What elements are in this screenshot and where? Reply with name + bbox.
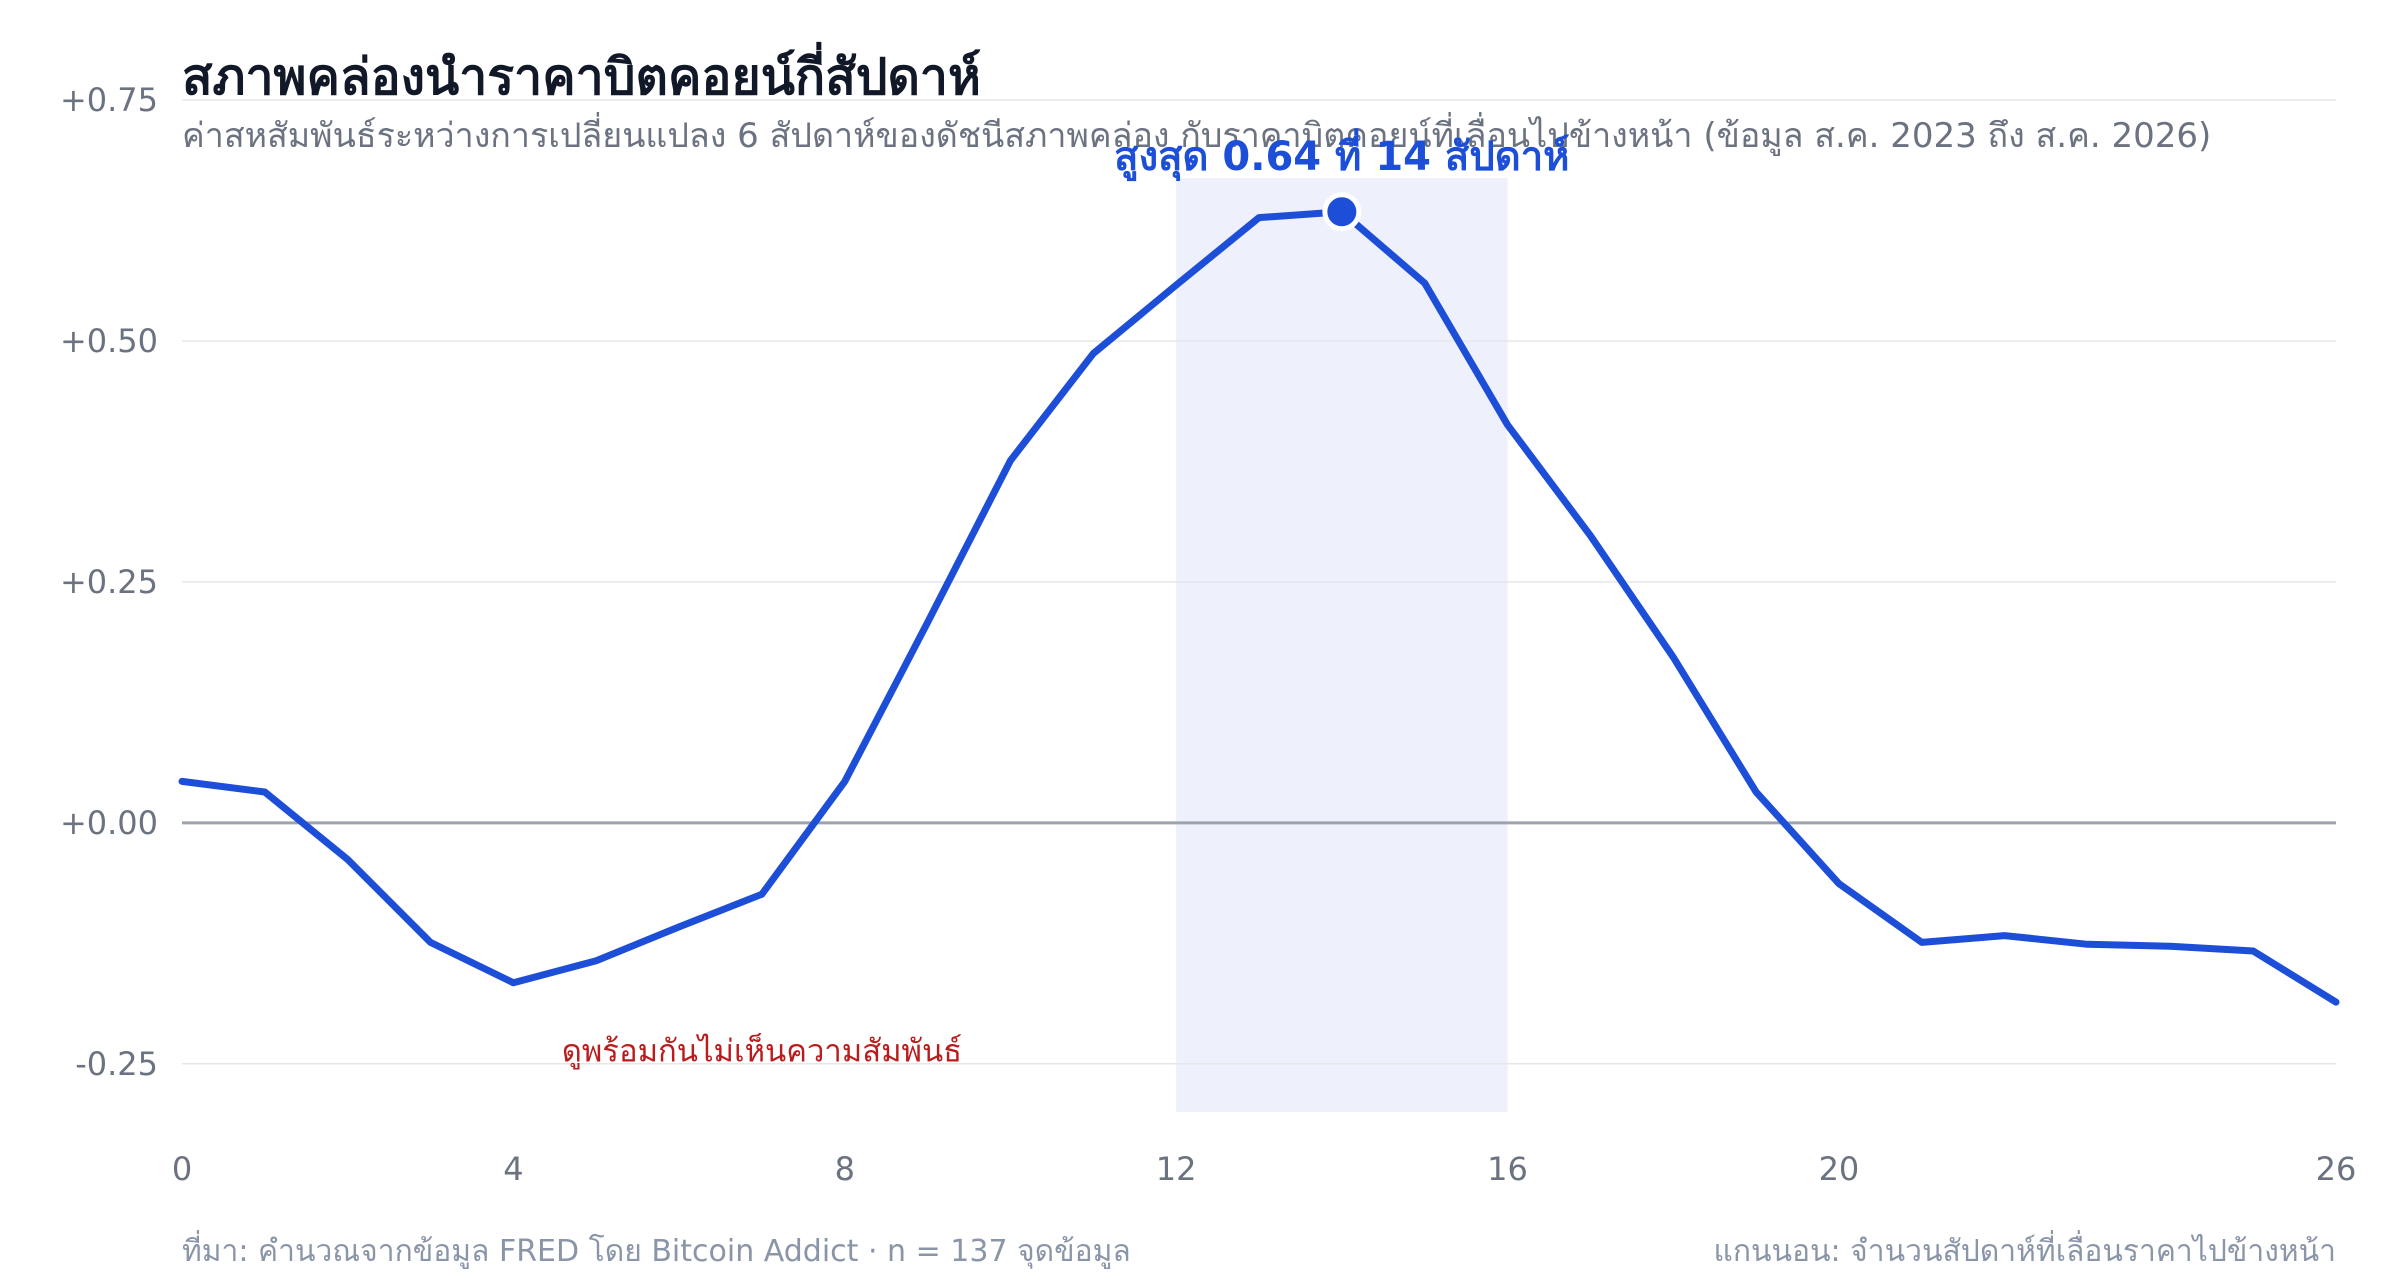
chart-subtitle: ค่าสหสัมพันธ์ระหว่างการเปลี่ยนแปลง 6 สัป… — [182, 116, 2212, 156]
peak-point — [1322, 192, 1362, 232]
chart-title: สภาพคล่องนำราคาบิตคอยน์กี่สัปดาห์ — [182, 48, 981, 106]
y-tick-label: +0.25 — [60, 563, 158, 601]
x-tick-label: 12 — [1156, 1150, 1197, 1188]
x-tick-label: 8 — [835, 1150, 855, 1188]
y-tick-label: +0.00 — [60, 804, 158, 842]
x-tick-label: 0 — [172, 1150, 192, 1188]
y-tick-label: +0.50 — [60, 322, 158, 360]
no-correlation-note: ดูพร้อมกันไม่เห็นความสัมพันธ์ — [562, 1033, 962, 1070]
x-tick-label: 26 — [2316, 1150, 2357, 1188]
x-tick-label: 20 — [1819, 1150, 1860, 1188]
source-note: ที่มา: คำนวณจากข้อมูล FRED โดย Bitcoin A… — [182, 1234, 1131, 1269]
x-tick-label: 4 — [503, 1150, 523, 1188]
y-tick-label: -0.25 — [75, 1045, 158, 1083]
x-tick-label: 16 — [1487, 1150, 1528, 1188]
series-line — [178, 208, 2340, 1006]
peak-window-band — [1176, 178, 1508, 1112]
x-axis-label: แกนนอน: จำนวนสัปดาห์ที่เลื่อนราคาไปข้างห… — [1713, 1234, 2337, 1269]
peak-label: สูงสุด 0.64 ที่ 14 สัปดาห์ — [1114, 128, 1569, 182]
y-tick-label: +0.75 — [60, 81, 158, 119]
